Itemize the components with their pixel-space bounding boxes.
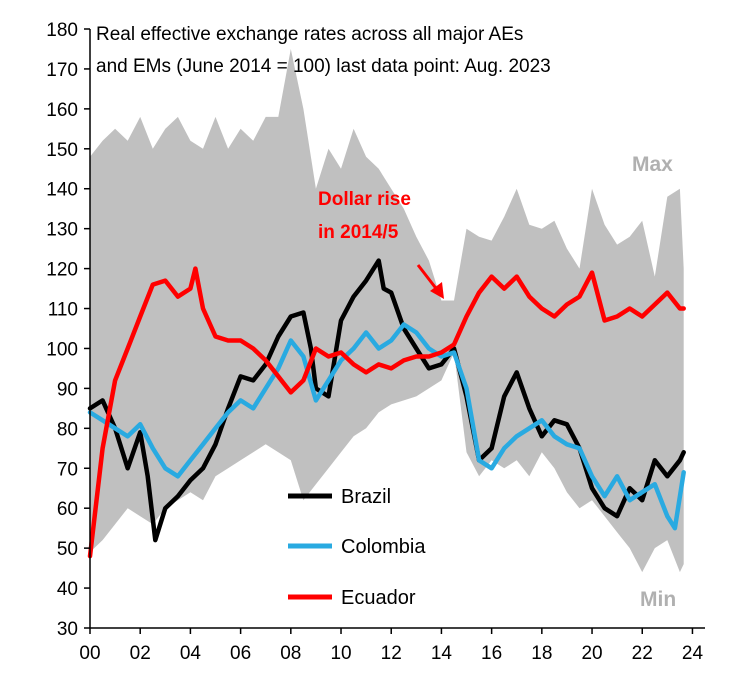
y-tick-label: 130 bbox=[46, 220, 78, 241]
x-tick-label: 14 bbox=[431, 643, 453, 664]
max-label: Max bbox=[632, 153, 673, 176]
y-tick-label: 120 bbox=[46, 260, 78, 281]
y-tick-label: 80 bbox=[57, 419, 78, 440]
y-tick-label: 30 bbox=[57, 619, 78, 640]
legend-label-ecuador: Ecuador bbox=[341, 587, 416, 609]
x-tick-label: 08 bbox=[280, 643, 301, 664]
chart-title: Real effective exchange rates across all… bbox=[96, 24, 551, 77]
x-tick-label: 00 bbox=[79, 643, 100, 664]
y-tick-label: 140 bbox=[46, 180, 78, 201]
y-tick-label: 160 bbox=[46, 100, 78, 121]
x-tick-label: 24 bbox=[682, 643, 704, 664]
x-tick-label: 22 bbox=[632, 643, 653, 664]
y-tick-label: 170 bbox=[46, 60, 78, 81]
max-min-range-band bbox=[90, 49, 684, 573]
legend-item-brazil: Brazil bbox=[288, 486, 391, 508]
y-tick-label: 50 bbox=[57, 539, 78, 560]
annotation-line-1: Dollar rise bbox=[318, 189, 411, 210]
axes bbox=[89, 29, 705, 629]
annotation-arrowhead bbox=[430, 282, 444, 299]
y-tick-label: 40 bbox=[57, 579, 78, 600]
y-tick-label: 180 bbox=[46, 20, 78, 41]
x-axis-ticks: 00 02 04 06 08 10 12 14 16 18 20 22 24 bbox=[79, 628, 703, 664]
annotation-arrow bbox=[416, 264, 440, 292]
legend-item-ecuador: Ecuador bbox=[288, 587, 416, 609]
series-lines bbox=[87, 258, 686, 559]
y-axis-ticks: 30 40 50 60 70 80 90 100 110 120 130 140 150 160 170 18… bbox=[46, 20, 90, 640]
x-tick-label: 04 bbox=[180, 643, 202, 664]
legend-label-brazil: Brazil bbox=[341, 486, 391, 508]
y-tick-label: 60 bbox=[57, 499, 78, 520]
legend-label-colombia: Colombia bbox=[341, 536, 426, 558]
series-line-brazil bbox=[87, 258, 686, 543]
annotation-line-2: in 2014/5 bbox=[318, 222, 399, 243]
title-line-2: and EMs (June 2014 = 100) last data poin… bbox=[96, 56, 551, 77]
range-band-area bbox=[90, 49, 684, 573]
x-tick-label: 02 bbox=[130, 643, 151, 664]
y-tick-label: 110 bbox=[48, 300, 78, 321]
x-tick-label: 10 bbox=[330, 643, 351, 664]
y-tick-label: 150 bbox=[46, 140, 78, 161]
series-line-colombia bbox=[87, 322, 686, 531]
y-tick-label: 100 bbox=[46, 339, 78, 360]
legend: Brazil Colombia Ecuador bbox=[288, 486, 426, 609]
x-tick-label: 16 bbox=[481, 643, 502, 664]
annotation-dollar-rise: Dollar rise in 2014/5 bbox=[318, 189, 444, 299]
x-tick-label: 12 bbox=[381, 643, 402, 664]
legend-item-colombia: Colombia bbox=[288, 536, 426, 558]
x-tick-label: 20 bbox=[581, 643, 602, 664]
y-tick-label: 70 bbox=[57, 459, 78, 480]
min-label: Min bbox=[640, 588, 676, 611]
series-line-ecuador bbox=[87, 266, 686, 559]
x-tick-label: 18 bbox=[531, 643, 552, 664]
x-tick-label: 06 bbox=[230, 643, 251, 664]
title-line-1: Real effective exchange rates across all… bbox=[96, 24, 523, 45]
y-tick-label: 90 bbox=[57, 379, 78, 400]
